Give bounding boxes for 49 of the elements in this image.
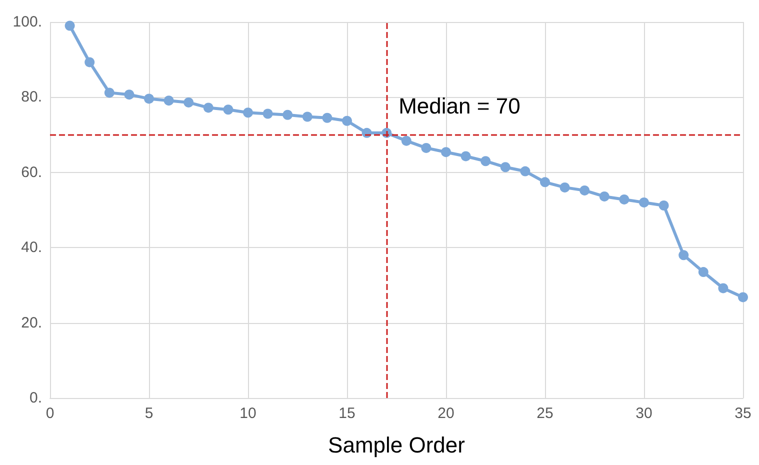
y-tick-label: 60. — [21, 164, 42, 181]
point — [540, 177, 550, 188]
point — [401, 136, 412, 146]
point — [302, 112, 312, 122]
x-tick-label: 15 — [338, 405, 356, 422]
point — [480, 156, 491, 166]
point — [500, 162, 510, 172]
x-tick-label: 0 — [46, 405, 54, 422]
point — [124, 90, 134, 100]
y-tick-label: 0. — [29, 390, 42, 406]
y-tick-label: 40. — [21, 239, 42, 256]
point — [560, 182, 570, 192]
x-tick-label: 10 — [240, 405, 256, 422]
point — [421, 142, 432, 153]
point — [164, 96, 174, 106]
point — [84, 57, 95, 68]
point — [599, 191, 610, 202]
point — [619, 194, 630, 204]
y-tick-label: 20. — [21, 314, 42, 332]
x-tick-label: 25 — [536, 405, 554, 422]
point — [460, 151, 471, 162]
point — [441, 147, 451, 158]
x-tick-label: 35 — [734, 405, 752, 422]
point — [678, 250, 689, 260]
x-tick-label: 5 — [144, 405, 154, 422]
point — [223, 104, 234, 115]
point — [658, 200, 669, 210]
point — [639, 197, 649, 208]
point — [322, 112, 332, 123]
point — [342, 116, 352, 126]
point — [738, 292, 748, 302]
annotation: Median = 70 — [398, 93, 520, 118]
point — [184, 97, 194, 108]
point — [520, 166, 530, 176]
x-axis-title: Sample Order — [328, 432, 465, 458]
point — [64, 20, 75, 31]
point — [262, 108, 273, 119]
point — [282, 110, 293, 120]
x-tick-label: 20 — [438, 405, 454, 422]
point — [104, 88, 114, 98]
point — [580, 185, 590, 196]
y-tick-label: 100. — [12, 14, 42, 30]
y-tick-label: 80. — [21, 88, 42, 106]
point — [718, 283, 728, 294]
point — [698, 267, 708, 278]
point — [203, 102, 214, 113]
point — [243, 108, 253, 118]
point — [144, 94, 154, 104]
x-tick-label: 30 — [636, 405, 652, 422]
